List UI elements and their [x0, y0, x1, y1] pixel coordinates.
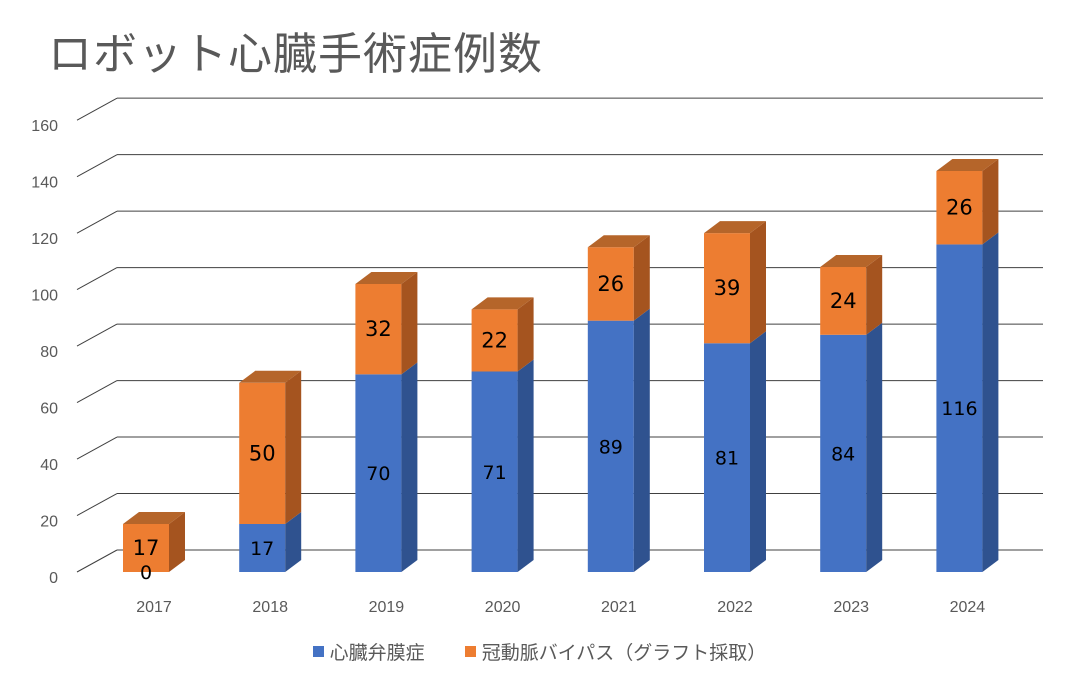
- legend-label: 冠動脈バイパス（グラフト採取）: [481, 642, 767, 664]
- y-tick-label: 40: [40, 457, 58, 474]
- bar-top: [239, 370, 302, 383]
- data-label: 116: [941, 398, 977, 420]
- bar-side: [982, 232, 999, 572]
- y-tick-label: 80: [40, 344, 58, 361]
- bar-valve: [820, 334, 867, 572]
- x-tick-label: 2019: [369, 599, 405, 616]
- legend: 心臓弁膜症 冠動脈バイパス（グラフト採取）: [0, 638, 1079, 665]
- data-label: 24: [830, 289, 857, 313]
- y-tick-label: 160: [31, 118, 58, 135]
- gridline-side: [76, 267, 118, 291]
- data-label: 39: [714, 276, 741, 300]
- legend-item-cabg: 冠動脈バイパス（グラフト採取）: [464, 638, 767, 665]
- bar-cabg: [704, 233, 750, 344]
- gridline-side: [76, 154, 118, 178]
- legend-item-valve: 心臓弁膜症: [312, 638, 425, 665]
- data-label: 22: [481, 328, 508, 352]
- gridline-side: [76, 493, 118, 516]
- x-tick-label: 2022: [717, 599, 753, 616]
- bar-top: [820, 255, 883, 268]
- data-label: 89: [599, 436, 623, 458]
- bar-side: [169, 511, 185, 572]
- bar-valve: [587, 320, 634, 572]
- data-label: 50: [249, 441, 276, 465]
- bar-valve: [239, 523, 286, 572]
- bar-side: [401, 271, 418, 375]
- gridline-side: [76, 323, 118, 347]
- y-tick-label: 140: [31, 175, 58, 192]
- bar-side: [866, 255, 883, 335]
- data-label: 26: [946, 196, 973, 220]
- bar-valve: [704, 343, 750, 572]
- bar-cabg: [123, 523, 169, 572]
- bar-cabg: [471, 309, 518, 372]
- bar-side: [285, 511, 302, 572]
- x-tick-label: 2020: [485, 599, 521, 616]
- bar-top: [936, 159, 999, 171]
- bar-valve: [471, 371, 518, 572]
- y-tick-label: 60: [40, 401, 58, 418]
- y-tick-label: 100: [31, 288, 58, 305]
- gridline-side: [76, 210, 118, 234]
- data-label: 84: [831, 443, 855, 465]
- x-tick-label: 2021: [601, 599, 637, 616]
- gridline-side: [76, 436, 118, 460]
- y-tick-label: 0: [49, 570, 58, 587]
- bar-valve: [355, 374, 402, 572]
- bar-top: [123, 511, 185, 524]
- gridline-side: [76, 549, 118, 573]
- bar-top: [704, 221, 766, 234]
- bar-top: [587, 235, 650, 248]
- data-label: 32: [365, 317, 392, 341]
- bar-side: [750, 221, 766, 344]
- bar-side: [401, 362, 418, 572]
- bar-top: [471, 297, 534, 310]
- data-label: 70: [366, 463, 390, 485]
- y-tick-label: 120: [31, 231, 58, 248]
- legend-swatch: [464, 646, 476, 657]
- data-label: 81: [715, 448, 739, 470]
- bar-cabg: [587, 247, 634, 321]
- bar-valve: [936, 244, 983, 572]
- bar-side: [285, 370, 302, 524]
- bar-cabg: [936, 171, 983, 245]
- bar-cabg: [239, 382, 286, 524]
- bar-side: [750, 331, 766, 572]
- data-label: 26: [597, 272, 624, 296]
- x-tick-label: 2018: [252, 599, 288, 616]
- gridline-side: [76, 97, 118, 121]
- x-tick-label: 2017: [136, 599, 172, 616]
- bar-cabg: [355, 283, 402, 375]
- bar-side: [866, 322, 883, 572]
- bar-side: [982, 159, 999, 245]
- chart-title: ロボット心臓手術症例数: [48, 29, 543, 80]
- bar-side: [633, 308, 650, 572]
- data-label: 71: [483, 462, 507, 484]
- x-tick-label: 2024: [950, 599, 986, 616]
- bar-side: [633, 235, 650, 321]
- data-label: 0: [140, 562, 152, 584]
- y-tick-label: 20: [40, 514, 58, 531]
- bar-top: [355, 271, 418, 284]
- legend-swatch: [312, 646, 324, 657]
- bar-cabg: [820, 267, 867, 335]
- data-label: 17: [133, 536, 160, 560]
- gridline-side: [76, 380, 118, 404]
- legend-label: 心臓弁膜症: [329, 642, 425, 664]
- bar-side: [517, 297, 534, 372]
- x-tick-label: 2023: [833, 599, 869, 616]
- data-label: 17: [250, 538, 274, 560]
- bar-side: [517, 359, 534, 572]
